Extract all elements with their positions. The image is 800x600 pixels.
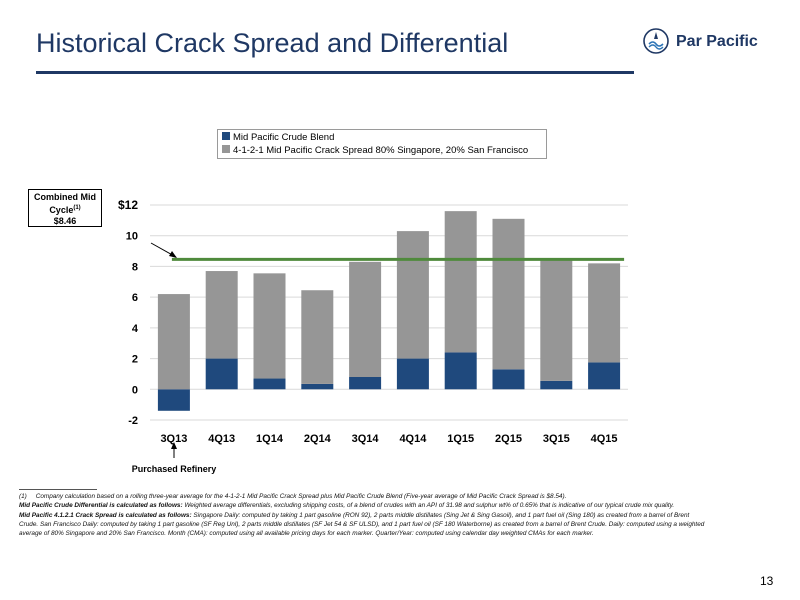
bar-crude-blend: [157, 389, 190, 411]
x-axis-ticks: 3Q13 4Q13 1Q14 2Q14 3Q14 4Q14 1Q15 2Q15 3Q15 4Q15: [160, 433, 617, 445]
footnote-divider: [19, 489, 97, 490]
y-tick-label: $12: [118, 198, 138, 212]
bar-crude-blend: [396, 358, 429, 390]
callout-footnote-marker: (1): [73, 205, 81, 211]
y-tick-label: 2: [132, 354, 138, 366]
logo-text: Par Pacific: [676, 33, 758, 50]
x-tick-label: 3Q15: [543, 433, 570, 445]
x-tick-label: 4Q14: [399, 433, 427, 445]
y-tick-label: 0: [132, 384, 138, 396]
legend-label-crude-blend: Mid Pacific Crude Blend: [233, 132, 335, 143]
chart-bars: [157, 211, 621, 411]
footnote-1-marker: (1): [19, 493, 27, 500]
bar-crude-blend: [205, 358, 238, 390]
footnote-3-label: Mid Pacific 4.1.2.1 Crack Spread is calc…: [19, 511, 192, 519]
bar-crack-spread: [444, 211, 477, 353]
bar-crude-blend: [349, 377, 382, 390]
page-number: 13: [760, 574, 774, 588]
bar-crude-blend: [253, 378, 286, 390]
legend-label-crack-spread: 4-1-2-1 Mid Pacific Crack Spread 80% Sin…: [233, 145, 529, 156]
x-tick-label: 1Q15: [447, 433, 474, 445]
x-tick-label: 2Q15: [495, 433, 522, 445]
y-tick-label: 6: [132, 292, 138, 304]
callout-line1: Combined Mid: [34, 192, 96, 202]
bar-crack-spread: [540, 260, 573, 381]
x-tick-label: 2Q14: [304, 433, 332, 445]
bar-crude-blend: [301, 383, 334, 390]
bar-crack-spread: [396, 231, 429, 359]
bar-crude-blend: [492, 369, 525, 390]
y-tick-label: 10: [126, 231, 138, 243]
x-tick-label: 4Q15: [591, 433, 618, 445]
logo-mark-icon: [643, 28, 669, 54]
y-tick-label: -2: [128, 415, 138, 427]
footnote-3-text: Singapore Daily: computed by taking 1 pa…: [19, 511, 705, 538]
page-title: Historical Crack Spread and Differential: [36, 28, 509, 58]
title-divider: [36, 71, 634, 74]
y-tick-label: 4: [132, 323, 139, 335]
legend-swatch-crack-spread: [222, 145, 230, 154]
footnote-2-label: Mid Pacific Crude Differential is calcul…: [19, 502, 183, 510]
bar-crude-blend: [444, 352, 477, 390]
footnotes: (1) Company calculation based on a rolli…: [19, 492, 709, 538]
legend-entry-crack-spread: 4-1-2-1 Mid Pacific Crack Spread 80% Sin…: [222, 144, 528, 157]
footnote-3: Mid Pacific 4.1.2.1 Crack Spread is calc…: [19, 511, 709, 539]
bar-crack-spread: [157, 294, 190, 390]
refinery-arrow-head-icon: [171, 442, 177, 449]
footnote-1: (1) Company calculation based on a rolli…: [19, 492, 709, 501]
bar-crack-spread: [205, 271, 238, 359]
y-axis-ticks: $12 10 8 6 4 2 0 -2: [118, 198, 139, 427]
footnote-2: Mid Pacific Crude Differential is calcul…: [19, 501, 709, 510]
callout-arrow-head-icon: [169, 251, 177, 258]
bar-crack-spread: [492, 218, 525, 370]
mid-cycle-callout: Combined Mid Cycle(1) $8.46: [28, 189, 102, 227]
bar-crude-blend: [588, 362, 621, 390]
legend-swatch-crude-blend: [222, 132, 230, 141]
y-tick-label: 8: [132, 261, 138, 273]
callout-line2: Cycle: [49, 205, 74, 215]
bar-crude-blend: [540, 380, 573, 390]
par-pacific-logo: [643, 28, 669, 54]
callout-value: $8.46: [53, 216, 77, 226]
x-tick-label: 4Q13: [208, 433, 235, 445]
footnote-1-text: Company calculation based on a rolling t…: [35, 493, 567, 500]
footnote-2-text: Weighted average differentials, excludin…: [182, 502, 675, 510]
chart-legend: Mid Pacific Crude Blend 4-1-2-1 Mid Paci…: [217, 129, 547, 159]
bar-crack-spread: [253, 273, 286, 379]
x-tick-label: 1Q14: [256, 433, 284, 445]
x-tick-label: 3Q14: [352, 433, 380, 445]
bar-crack-spread: [301, 290, 334, 384]
bar-crack-spread: [588, 263, 621, 363]
purchased-refinery-label: Purchased Refinery: [132, 464, 217, 474]
bar-crack-spread: [349, 261, 382, 377]
legend-entry-crude-blend: Mid Pacific Crude Blend: [222, 131, 334, 144]
x-tick-label: 3Q13: [160, 433, 187, 445]
